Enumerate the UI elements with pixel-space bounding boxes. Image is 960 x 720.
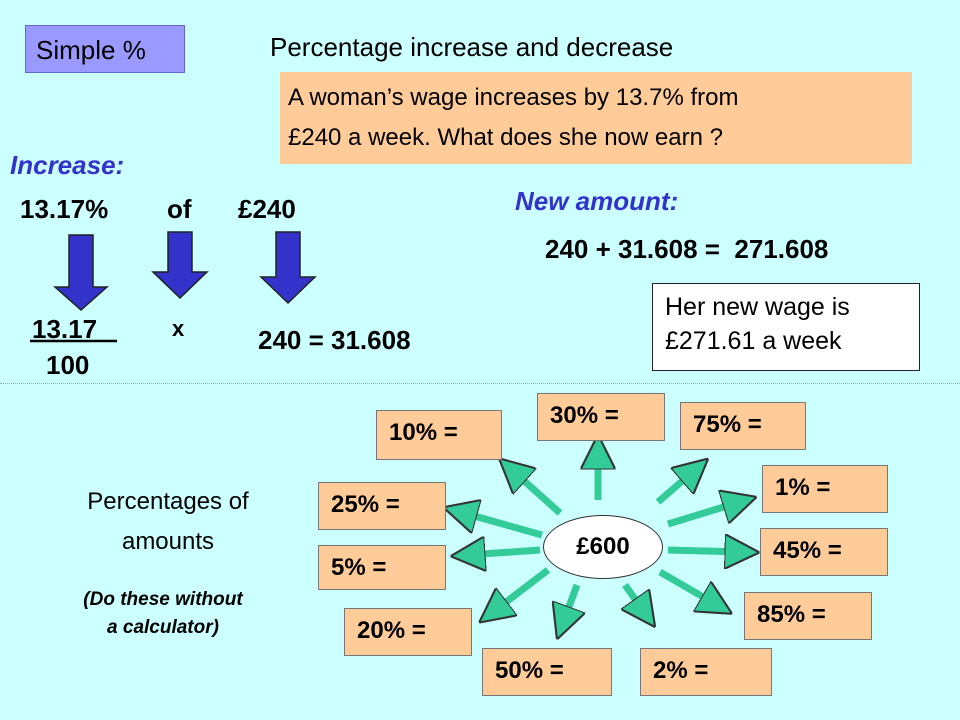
pct-box-1: 1% = [762, 465, 888, 513]
times-sign: x [172, 316, 185, 341]
note-line-1: (Do these without [83, 589, 243, 610]
pct-box-50: 50% = [482, 648, 612, 696]
caption-line-2: amounts [121, 528, 215, 555]
page-title: Percentage increase and decrease [270, 32, 674, 62]
down-arrow-1 [53, 234, 109, 312]
question-line-1: A woman’s wage increases by 13.7% from [288, 84, 739, 111]
increase-heading: Increase: [10, 150, 125, 180]
pct-box-10: 10% = [376, 410, 502, 460]
pct-box-75: 75% = [680, 402, 806, 450]
question-panel: A woman’s wage increases by 13.7% from £… [280, 72, 912, 164]
down-arrow-2 [151, 231, 209, 300]
spoke-arrow-75 [655, 470, 695, 505]
spoke-arrow-85 [658, 568, 717, 605]
question-line-2: £240 a week. What does she now earn ? [288, 124, 723, 151]
fraction-denominator: 100 [46, 350, 90, 380]
pct-box-85: 85% = [744, 592, 872, 640]
pct-box-45: 45% = [760, 528, 888, 576]
spoke-arrow-5 [468, 550, 541, 555]
increase-percent: 13.17% [20, 194, 109, 224]
increase-result: 240 = 31.608 [258, 325, 411, 355]
pct-box-25: 25% = [318, 482, 446, 530]
increase-of: of [167, 194, 192, 224]
pct-box-5: 5% = [318, 545, 446, 590]
answer-box: Her new wage is £271.61 a week [652, 283, 920, 371]
new-amount-equation: 240 + 31.608 = 271.608 [545, 234, 829, 264]
answer-line-1: Her new wage is [665, 293, 850, 321]
caption-line-1: Percentages of [87, 488, 249, 515]
pct-box-20: 20% = [344, 608, 472, 656]
spoke-arrow-1 [666, 502, 740, 528]
spoke-arrow-2 [625, 582, 645, 613]
spoke-arrow-45 [667, 550, 742, 552]
spoke-arrow-20 [493, 567, 551, 612]
down-arrow-3 [259, 231, 317, 305]
spoke-arrow-10 [512, 470, 563, 516]
answer-line-2: £271.61 a week [665, 327, 842, 355]
section-divider [0, 383, 960, 384]
spoke-arrow-50 [563, 583, 577, 623]
spoke-arrow-25 [460, 512, 543, 539]
pct-box-30: 30% = [537, 393, 665, 441]
new-amount-heading: New amount: [515, 186, 679, 216]
center-amount-ellipse: £600 [543, 515, 663, 579]
increase-amount: £240 [238, 194, 296, 224]
fraction-numerator: 13.17 [32, 314, 98, 344]
note-line-2: a calculator) [107, 617, 219, 638]
percentages-caption: Percentages of amounts [50, 482, 286, 562]
pct-box-2: 2% = [640, 648, 772, 696]
simple-percent-badge: Simple % [25, 25, 185, 73]
calculator-note: (Do these without a calculator) [40, 586, 286, 642]
